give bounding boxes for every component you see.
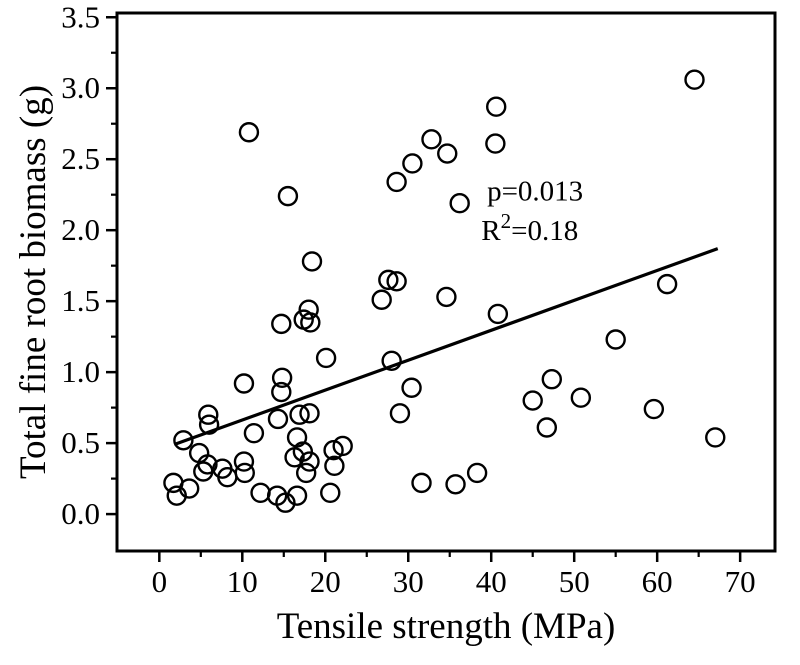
- data-point: [402, 153, 423, 174]
- data-point: [684, 69, 705, 90]
- data-point: [289, 404, 310, 425]
- y-tick-label: 1.5: [61, 283, 100, 318]
- x-tick-label: 70: [725, 564, 756, 599]
- data-point: [275, 492, 296, 513]
- data-point: [166, 485, 187, 506]
- data-point: [381, 350, 402, 371]
- data-point: [605, 329, 626, 350]
- y-tick-label: 3.0: [61, 70, 100, 105]
- y-tick-label: 1.0: [61, 354, 100, 389]
- data-point: [485, 133, 506, 154]
- y-tick-label: 0.5: [61, 425, 100, 460]
- data-point: [389, 403, 411, 424]
- data-point: [378, 269, 399, 291]
- data-point: [486, 96, 507, 117]
- data-point: [386, 171, 407, 193]
- data-point: [315, 347, 337, 369]
- data-point: [570, 387, 592, 408]
- x-tick-label: 40: [476, 564, 507, 599]
- data-point: [292, 441, 314, 462]
- y-tick-label: 2.5: [61, 141, 100, 176]
- y-tick-label: 0.0: [61, 496, 100, 531]
- data-point: [436, 286, 457, 308]
- data-point: [449, 193, 470, 214]
- plot-frame: [115, 11, 777, 553]
- data-point: [198, 414, 220, 435]
- data-point: [386, 271, 407, 292]
- data-point: [173, 430, 194, 451]
- data-point: [234, 462, 255, 484]
- data-point: [445, 474, 466, 495]
- data-point: [271, 381, 292, 403]
- data-point: [466, 462, 488, 484]
- data-point: [238, 122, 260, 143]
- y-tick-label: 2.0: [61, 212, 100, 247]
- x-axis-title: Tensile strength (MPa): [277, 606, 616, 647]
- data-point: [301, 251, 323, 272]
- data-point: [371, 289, 392, 310]
- data-point: [487, 303, 509, 325]
- x-tick-label: 30: [393, 564, 424, 599]
- y-axis-title: Total fine root biomass (g): [13, 85, 54, 479]
- data-point: [299, 451, 320, 472]
- x-tick-label: 20: [310, 564, 341, 599]
- data-point: [250, 482, 271, 503]
- x-tick-label: 60: [642, 564, 673, 599]
- data-point: [233, 373, 255, 394]
- data-point: [271, 313, 292, 335]
- data-point: [198, 404, 219, 425]
- data-point: [299, 403, 320, 424]
- annotation-p-value: p=0.013: [487, 175, 583, 207]
- data-point: [332, 435, 353, 457]
- x-tick-label: 10: [227, 564, 258, 599]
- data-point: [411, 472, 432, 494]
- data-point: [286, 485, 308, 506]
- y-tick-label: 3.5: [61, 0, 100, 34]
- data-point: [320, 482, 341, 503]
- data-point: [298, 299, 319, 320]
- data-point: [286, 427, 308, 448]
- data-point: [271, 367, 293, 389]
- annotation-r-squared: R2=0.18: [481, 209, 578, 247]
- data-point: [233, 451, 255, 472]
- data-point: [277, 185, 299, 207]
- data-point: [522, 390, 543, 411]
- x-tick-label: 0: [152, 564, 168, 599]
- data-point: [705, 427, 726, 448]
- data-point: [437, 143, 458, 164]
- data-point: [541, 369, 562, 390]
- regression-line: [173, 247, 719, 447]
- data-point: [401, 377, 422, 398]
- data-point: [295, 462, 317, 484]
- data-point: [536, 417, 558, 438]
- x-tick-label: 50: [559, 564, 590, 599]
- data-point: [300, 312, 321, 333]
- data-point: [421, 129, 442, 150]
- data-point: [323, 440, 344, 461]
- data-point: [324, 455, 345, 477]
- data-point: [643, 398, 665, 420]
- data-point: [267, 408, 289, 430]
- data-point: [193, 461, 214, 482]
- data-point: [243, 422, 265, 444]
- data-point: [656, 273, 678, 295]
